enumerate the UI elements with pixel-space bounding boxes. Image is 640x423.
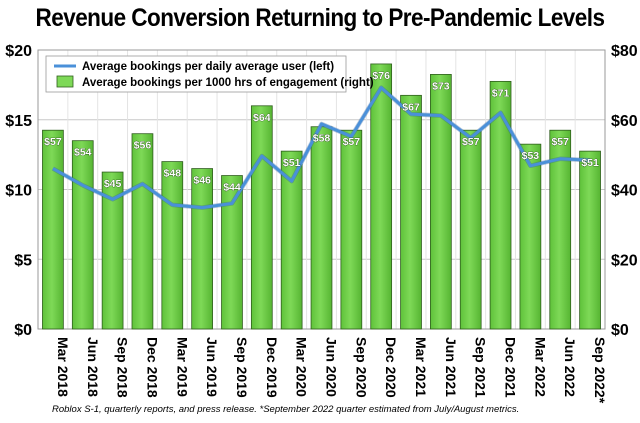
category-label: Dec 2020: [383, 337, 399, 398]
bar-data-label: $44: [223, 182, 241, 194]
left-axis-tick-label: $15: [5, 113, 32, 130]
category-label: Jun 2019: [204, 337, 220, 397]
right-axis-tick-label: $80: [611, 43, 638, 60]
bar: [370, 63, 393, 330]
category-label: Mar 2020: [294, 337, 310, 397]
category-label: Mar 2019: [174, 337, 190, 397]
bar-data-label: $56: [134, 140, 152, 152]
category-label: Jun 2022: [562, 337, 578, 397]
bar: [579, 150, 601, 330]
bar-data-label: $57: [551, 136, 569, 148]
bar-data-label: $53: [522, 150, 540, 162]
category-label: Sep 2020: [353, 337, 369, 398]
right-axis-tick-label: $40: [611, 183, 638, 200]
bar-data-label: $71: [492, 87, 510, 99]
bar-data-label: $57: [462, 136, 480, 148]
bar-data-label: $51: [283, 157, 301, 169]
bar: [42, 129, 64, 330]
left-axis-tick-label: $10: [5, 183, 32, 200]
bar: [101, 171, 124, 330]
bar-data-label: $76: [372, 70, 390, 82]
legend-label-line: Average bookings per daily average user …: [82, 61, 334, 73]
legend-label-bar: Average bookings per 1000 hrs of engagem…: [82, 77, 374, 89]
legend-box: [45, 55, 347, 93]
bar-data-label: $54: [74, 147, 92, 159]
bar-data-label: $48: [164, 168, 182, 180]
category-label: Sep 2018: [115, 337, 131, 398]
bar: [400, 94, 422, 330]
bar-data-label: $58: [313, 133, 331, 145]
bar: [549, 129, 572, 330]
bar-data-label: $57: [343, 136, 361, 148]
category-label: Mar 2021: [413, 337, 429, 397]
bar: [489, 80, 512, 330]
chart-title: Revenue Conversion Returning to Pre-Pand…: [35, 4, 605, 32]
bar: [131, 133, 154, 330]
category-label: Jun 2021: [443, 337, 459, 397]
bar: [250, 105, 273, 330]
bar-data-label: $46: [193, 175, 211, 187]
left-axis-tick-label: $20: [5, 43, 32, 60]
category-label: Dec 2021: [503, 337, 519, 398]
right-axis-tick-label: $0: [611, 322, 629, 339]
category-label: Jun 2018: [85, 337, 101, 397]
category-label: Sep 2022*: [592, 337, 608, 404]
left-axis-tick-label: $0: [14, 322, 32, 339]
chart-footnote: Roblox S-1, quarterly reports, and press…: [52, 404, 520, 415]
category-label: Mar 2022: [532, 337, 548, 397]
bar: [161, 161, 184, 330]
right-axis-tick-label: $60: [611, 113, 638, 130]
bar-data-label: $51: [581, 157, 599, 169]
bar-data-label: $73: [432, 80, 450, 92]
bar: [310, 126, 333, 330]
bar-data-label: $45: [104, 178, 122, 190]
bar-data-label: $57: [44, 136, 62, 148]
category-label: Mar 2018: [55, 337, 71, 397]
line-series: [52, 86, 591, 210]
category-label: Sep 2021: [473, 337, 489, 398]
bar: [71, 140, 94, 330]
bar: [191, 168, 213, 330]
bar: [459, 129, 482, 330]
legend-bar-swatch: [56, 75, 74, 88]
bar: [430, 74, 452, 330]
category-label: Dec 2018: [144, 337, 160, 398]
category-label: Dec 2019: [264, 337, 280, 398]
right-axis-tick-label: $20: [611, 252, 638, 269]
bar-data-label: $67: [402, 101, 420, 113]
bar: [519, 143, 542, 330]
category-label: Jun 2020: [324, 337, 340, 397]
category-label: Sep 2019: [234, 337, 250, 398]
bar: [340, 129, 363, 330]
bar-data-label: $64: [253, 112, 271, 124]
left-axis-tick-label: $5: [14, 252, 32, 269]
bar: [221, 175, 243, 330]
bar: [280, 150, 303, 330]
